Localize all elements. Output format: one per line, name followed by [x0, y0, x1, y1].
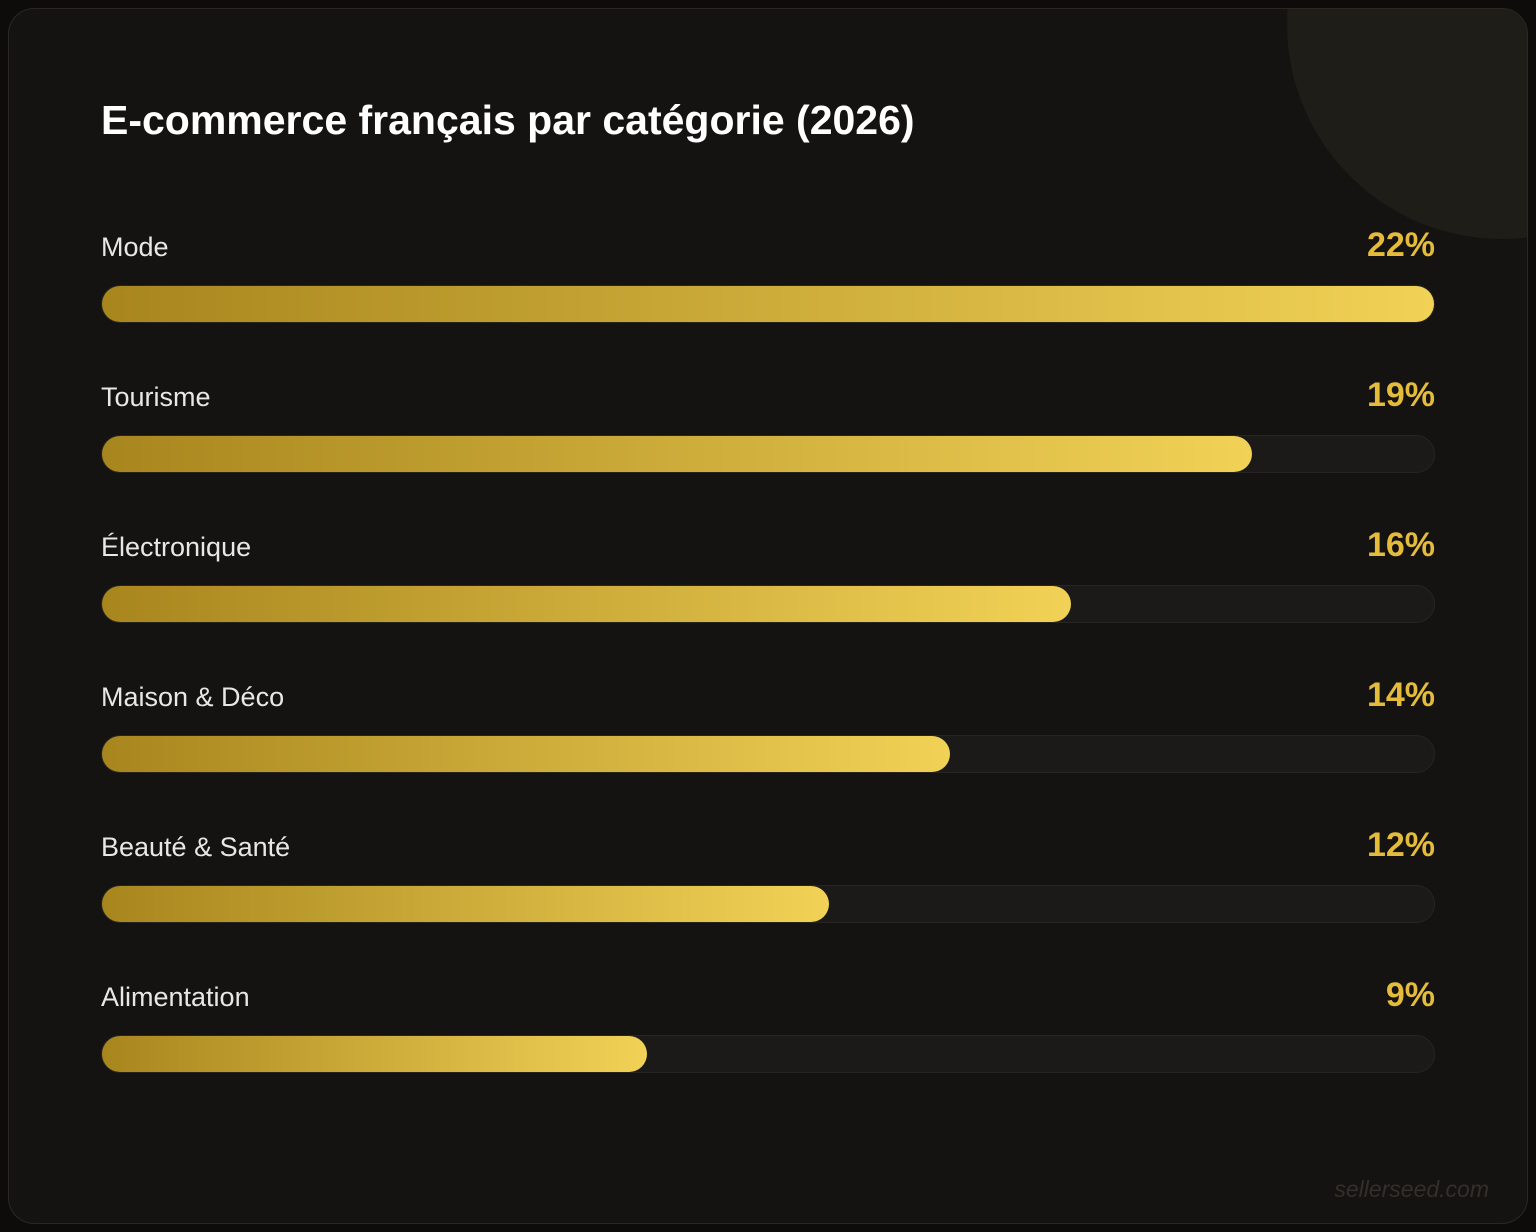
- value-label: 14%: [1366, 676, 1435, 715]
- chart-content: E-commerce français par catégorie (2026)…: [9, 97, 1527, 1074]
- bar-row-header: Alimentation 9%: [101, 976, 1435, 1015]
- bar-track: [101, 1035, 1435, 1074]
- value-label: 9%: [1385, 976, 1435, 1015]
- value-label: 16%: [1366, 526, 1435, 565]
- bar-row-header: Mode 22%: [101, 226, 1435, 265]
- chart-card: E-commerce français par catégorie (2026)…: [8, 8, 1528, 1224]
- category-label: Beauté & Santé: [101, 832, 291, 863]
- bar-row: Électronique 16%: [101, 526, 1435, 624]
- bar-row-header: Tourisme 19%: [101, 376, 1435, 415]
- bar-row-header: Électronique 16%: [101, 526, 1435, 565]
- value-label: 22%: [1366, 226, 1435, 265]
- bar-track: [101, 435, 1435, 474]
- bar-fill: [102, 1036, 647, 1073]
- bar-rows: Mode 22% Tourisme 19% Électronique 16% M…: [101, 226, 1435, 1074]
- category-label: Mode: [101, 232, 169, 263]
- bar-track: [101, 285, 1435, 324]
- category-label: Alimentation: [101, 982, 250, 1013]
- bar-row: Mode 22%: [101, 226, 1435, 324]
- category-label: Électronique: [101, 532, 252, 563]
- category-label: Tourisme: [101, 382, 211, 413]
- bar-row: Tourisme 19%: [101, 376, 1435, 474]
- bar-fill: [102, 886, 829, 923]
- chart-title: E-commerce français par catégorie (2026): [101, 97, 915, 143]
- bar-row-header: Maison & Déco 14%: [101, 676, 1435, 715]
- bar-track: [101, 735, 1435, 774]
- watermark-text: sellerseed.com: [1334, 1176, 1489, 1202]
- bar-fill: [102, 436, 1253, 473]
- bar-row-header: Beauté & Santé 12%: [101, 826, 1435, 865]
- bar-row: Beauté & Santé 12%: [101, 826, 1435, 924]
- bar-track: [101, 585, 1435, 624]
- bar-fill: [102, 286, 1434, 323]
- bar-row: Maison & Déco 14%: [101, 676, 1435, 774]
- value-label: 19%: [1366, 376, 1435, 415]
- bar-row: Alimentation 9%: [101, 976, 1435, 1074]
- bar-fill: [102, 736, 950, 773]
- bar-fill: [102, 586, 1071, 623]
- category-label: Maison & Déco: [101, 682, 285, 713]
- value-label: 12%: [1366, 826, 1435, 865]
- bar-track: [101, 885, 1435, 924]
